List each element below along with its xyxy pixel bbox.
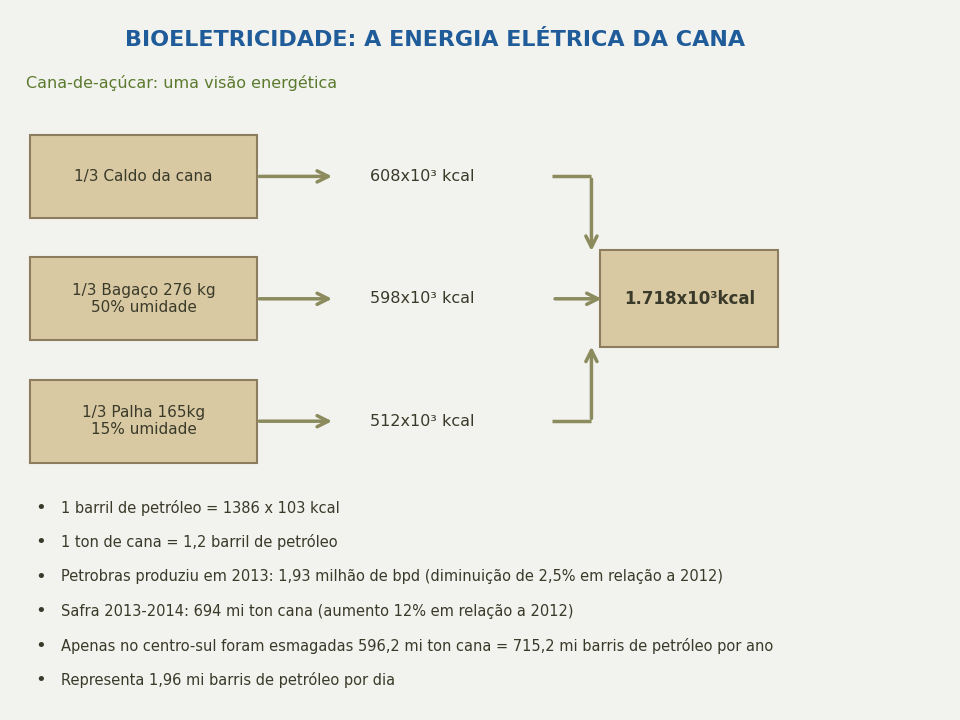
- Text: 1/3 Caldo da cana: 1/3 Caldo da cana: [74, 169, 213, 184]
- Text: •: •: [35, 567, 45, 586]
- Text: 1 barril de petróleo = 1386 x 103 kcal: 1 barril de petróleo = 1386 x 103 kcal: [60, 500, 340, 516]
- Text: Representa 1,96 mi barris de petróleo por dia: Representa 1,96 mi barris de petróleo po…: [60, 672, 395, 688]
- Text: 608x10³ kcal: 608x10³ kcal: [370, 169, 474, 184]
- Text: BIOELETRICIDADE: A ENERGIA ELÉTRICA DA CANA: BIOELETRICIDADE: A ENERGIA ELÉTRICA DA C…: [125, 30, 745, 50]
- Text: 1.718x10³kcal: 1.718x10³kcal: [624, 289, 755, 308]
- Text: •: •: [35, 602, 45, 621]
- Text: Apenas no centro-sul foram esmagadas 596,2 mi ton cana = 715,2 mi barris de petr: Apenas no centro-sul foram esmagadas 596…: [60, 638, 773, 654]
- Text: •: •: [35, 533, 45, 552]
- Text: •: •: [35, 637, 45, 655]
- Text: 1 ton de cana = 1,2 barril de petróleo: 1 ton de cana = 1,2 barril de petróleo: [60, 534, 338, 550]
- Text: 598x10³ kcal: 598x10³ kcal: [370, 292, 474, 306]
- Text: Petrobras produziu em 2013: 1,93 milhão de bpd (diminuição de 2,5% em relação a : Petrobras produziu em 2013: 1,93 milhão …: [60, 570, 723, 584]
- FancyBboxPatch shape: [31, 135, 256, 217]
- FancyBboxPatch shape: [600, 251, 779, 348]
- Text: Safra 2013-2014: 694 mi ton cana (aumento 12% em relação a 2012): Safra 2013-2014: 694 mi ton cana (aument…: [60, 604, 573, 618]
- Text: 512x10³ kcal: 512x10³ kcal: [370, 414, 474, 428]
- Text: Cana-de-açúcar: uma visão energética: Cana-de-açúcar: uma visão energética: [26, 75, 337, 91]
- Text: •: •: [35, 671, 45, 690]
- Text: 1/3 Bagaço 276 kg
50% umidade: 1/3 Bagaço 276 kg 50% umidade: [72, 282, 215, 315]
- Text: 1/3 Palha 165kg
15% umidade: 1/3 Palha 165kg 15% umidade: [82, 405, 205, 437]
- Text: •: •: [35, 498, 45, 517]
- FancyBboxPatch shape: [31, 258, 256, 341]
- FancyBboxPatch shape: [31, 380, 256, 463]
